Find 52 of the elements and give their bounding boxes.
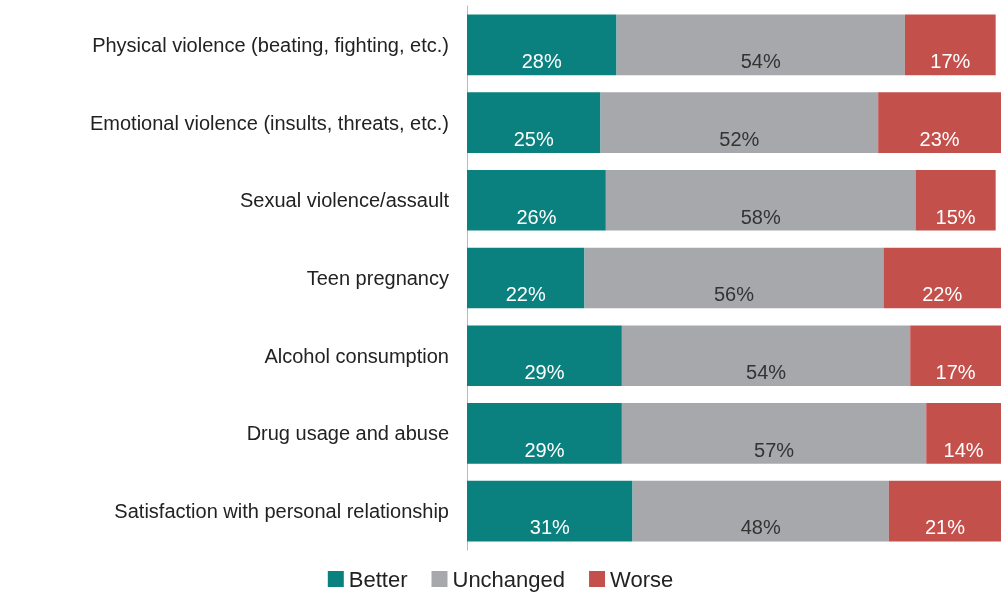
bar	[621, 325, 911, 387]
data-label: 14%	[943, 438, 984, 461]
legend-label: Unchanged	[452, 566, 566, 592]
bar	[878, 92, 1001, 153]
bar	[467, 247, 585, 309]
bar	[888, 480, 1001, 542]
bar	[910, 325, 1001, 387]
data-label: 31%	[529, 516, 570, 539]
data-label: 57%	[754, 438, 795, 461]
data-label: 25%	[513, 127, 554, 150]
data-label: 17%	[930, 50, 971, 73]
data-label: 15%	[935, 205, 976, 228]
data-label: 23%	[919, 127, 960, 150]
data-label: 22%	[505, 283, 546, 306]
y-tick-label: Physical violence (beating, fighting, etc.)	[92, 33, 449, 56]
bar	[605, 169, 916, 231]
y-tick-label: Drug usage and abuse	[246, 422, 449, 445]
data-label: 17%	[935, 361, 976, 384]
bar	[467, 403, 622, 464]
data-label: 29%	[524, 361, 565, 384]
bar	[467, 480, 633, 542]
y-tick-label: Emotional violence (insults, threats, etc.)	[89, 111, 449, 134]
legend-label: Better	[348, 566, 408, 592]
bar	[467, 169, 606, 231]
bar	[926, 403, 1001, 464]
y-tick-label: Alcohol consumption	[264, 344, 449, 367]
bar	[904, 14, 996, 76]
bar	[621, 403, 927, 464]
data-label: 21%	[924, 516, 966, 539]
bar	[467, 92, 601, 153]
bar	[600, 92, 879, 153]
data-label: 22%	[922, 283, 963, 306]
bar	[632, 480, 889, 542]
data-label: 56%	[713, 283, 755, 306]
bar	[915, 169, 996, 231]
bar	[467, 325, 622, 387]
data-label: 48%	[740, 516, 781, 539]
data-label: 28%	[521, 50, 562, 73]
y-tick-label: Teen pregnancy	[306, 267, 449, 289]
data-label: 54%	[740, 50, 781, 73]
bar	[584, 247, 884, 309]
data-label: 29%	[524, 438, 565, 461]
legend-label: Worse	[610, 566, 674, 592]
y-tick-label: Sexual violence/assault	[239, 189, 450, 212]
data-label: 26%	[516, 205, 557, 228]
data-label: 52%	[719, 127, 760, 150]
data-label: 58%	[740, 205, 781, 228]
y-tick-label: Satisfaction with personal relationship	[114, 500, 449, 523]
bar	[883, 247, 1001, 309]
bar	[467, 14, 617, 76]
bar	[616, 14, 905, 76]
data-label: 54%	[746, 361, 787, 384]
